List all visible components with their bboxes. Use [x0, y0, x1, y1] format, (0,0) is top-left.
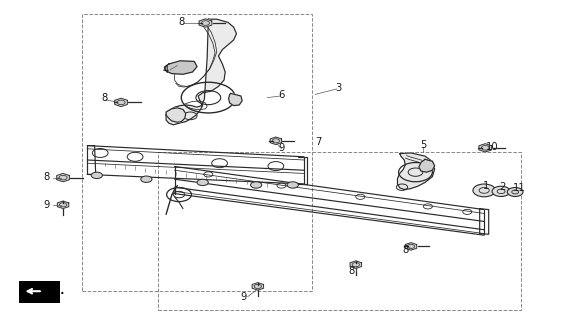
Text: 6: 6 — [278, 90, 285, 100]
Text: 8: 8 — [178, 17, 185, 28]
Polygon shape — [397, 153, 435, 189]
Text: 11: 11 — [513, 182, 525, 193]
Circle shape — [473, 184, 495, 197]
Polygon shape — [57, 173, 69, 182]
Circle shape — [287, 182, 298, 188]
Text: 4: 4 — [163, 65, 169, 75]
Text: 5: 5 — [420, 140, 427, 150]
Polygon shape — [199, 19, 212, 27]
Polygon shape — [252, 283, 263, 290]
Text: 10: 10 — [486, 141, 498, 152]
Text: 1: 1 — [482, 181, 489, 191]
Text: 7: 7 — [315, 137, 321, 148]
Text: 8: 8 — [43, 172, 50, 182]
Circle shape — [507, 188, 523, 196]
Circle shape — [251, 182, 262, 188]
Bar — [158, 152, 521, 310]
Polygon shape — [164, 61, 197, 74]
Polygon shape — [166, 19, 236, 125]
Text: 8: 8 — [402, 244, 409, 255]
Polygon shape — [270, 137, 282, 145]
Text: 2: 2 — [499, 182, 506, 192]
Text: 9: 9 — [43, 200, 50, 211]
Text: FR.: FR. — [45, 286, 64, 296]
Polygon shape — [57, 201, 69, 209]
Polygon shape — [479, 144, 491, 152]
Text: 8: 8 — [101, 92, 108, 103]
Polygon shape — [405, 243, 417, 250]
Text: 8: 8 — [348, 266, 355, 276]
Polygon shape — [350, 261, 361, 268]
Circle shape — [492, 186, 510, 196]
Text: 9: 9 — [278, 143, 285, 153]
FancyBboxPatch shape — [19, 281, 60, 303]
Text: 3: 3 — [335, 83, 342, 93]
Bar — [82, 14, 312, 291]
Circle shape — [91, 172, 102, 179]
Polygon shape — [166, 108, 186, 122]
Polygon shape — [115, 98, 127, 107]
Circle shape — [197, 179, 208, 186]
Circle shape — [141, 176, 152, 182]
Text: 9: 9 — [240, 292, 247, 302]
Polygon shape — [419, 159, 435, 172]
Polygon shape — [229, 93, 242, 106]
